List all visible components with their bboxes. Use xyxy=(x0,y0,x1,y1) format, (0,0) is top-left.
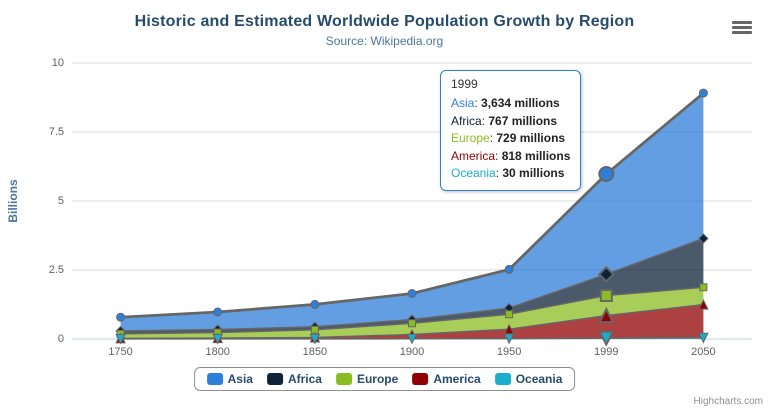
asia-point-1950[interactable] xyxy=(504,264,514,274)
asia-point-2050[interactable] xyxy=(698,88,708,98)
legend: Asia Africa Europe America Oceania xyxy=(193,367,576,391)
oceania-point-2050[interactable] xyxy=(698,332,709,344)
x-axis-label: 2050 xyxy=(691,346,716,358)
europe-point-1850[interactable] xyxy=(310,325,319,334)
shared-tooltip: 1999 Asia: 3,634 millions Africa: 767 mil… xyxy=(440,70,582,191)
tooltip-row-europe: Europe: 729 millions xyxy=(451,131,566,145)
y-axis-label: 7.5 xyxy=(48,126,64,138)
x-axis-label: 1850 xyxy=(302,346,328,358)
legend-item-asia[interactable]: Asia xyxy=(206,372,253,386)
x-axis-label: 1950 xyxy=(496,346,522,358)
legend-item-america[interactable]: America xyxy=(412,372,481,386)
legend-swatch-icon xyxy=(266,373,283,385)
y-axis-label: 0 xyxy=(57,333,64,345)
area-band-africa[interactable] xyxy=(120,238,704,334)
europe-point-1999[interactable] xyxy=(599,289,613,302)
legend-item-oceania[interactable]: Oceania xyxy=(494,372,563,386)
series-markers-oceania[interactable] xyxy=(115,330,709,347)
legend-item-africa[interactable]: Africa xyxy=(266,372,322,386)
hamburger-icon xyxy=(732,30,752,34)
legend-label: Asia xyxy=(227,372,253,386)
chart-subtitle: Source: Wikipedia.org xyxy=(325,34,444,48)
asia-point-1750[interactable] xyxy=(116,312,126,322)
x-axis-label: 1999 xyxy=(594,346,619,358)
area-band-asia[interactable] xyxy=(120,93,704,331)
legend-swatch-icon xyxy=(335,373,352,385)
asia-point-1900[interactable] xyxy=(407,289,417,298)
legend-label: Africa xyxy=(287,372,322,386)
oceania-point-1900[interactable] xyxy=(406,333,418,345)
tooltip-row-africa: Africa: 767 millions xyxy=(451,113,558,128)
america-point-1999[interactable] xyxy=(598,306,615,324)
europe-point-1950[interactable] xyxy=(505,310,514,319)
europe-point-2050[interactable] xyxy=(699,283,708,292)
x-axis-label: 1800 xyxy=(205,346,230,358)
series-markers-asia[interactable] xyxy=(116,88,708,322)
hamburger-icon xyxy=(732,20,752,24)
tooltip-row-america: America: 818 millions xyxy=(451,148,571,163)
legend-label: America xyxy=(433,372,481,386)
africa-point-2050[interactable] xyxy=(698,233,709,244)
y-axis-label: 2.5 xyxy=(48,264,64,276)
legend-label: Europe xyxy=(356,372,399,386)
legend-swatch-icon xyxy=(206,373,223,385)
area-band-america[interactable] xyxy=(120,304,704,339)
oceania-point-1850[interactable] xyxy=(309,333,321,345)
oceania-point-1950[interactable] xyxy=(503,333,515,345)
oceania-point-1800[interactable] xyxy=(212,333,224,345)
asia-point-1800[interactable] xyxy=(213,307,223,317)
africa-point-1999[interactable] xyxy=(597,265,615,283)
legend-item-europe[interactable]: Europe xyxy=(335,372,399,386)
y-axis-label: 10 xyxy=(51,57,64,69)
tooltip-row-asia: Asia: 3,634 millions xyxy=(451,96,560,110)
oceania-point-1999[interactable] xyxy=(598,330,615,347)
legend-swatch-icon xyxy=(412,373,429,385)
legend-swatch-icon xyxy=(494,373,511,385)
tooltip-year: 1999 xyxy=(451,77,478,91)
oceania-point-1750[interactable] xyxy=(115,333,126,345)
x-axis-label: 1750 xyxy=(108,346,133,358)
credits-link[interactable]: Highcharts.com xyxy=(693,396,763,407)
america-point-2050[interactable] xyxy=(698,298,709,310)
europe-point-1900[interactable] xyxy=(408,319,416,328)
x-axis-label: 1900 xyxy=(399,346,425,358)
tooltip-row-oceania: Oceania: 30 millions xyxy=(451,166,565,180)
context-menu-button[interactable] xyxy=(729,18,755,38)
hamburger-icon xyxy=(732,25,752,29)
asia-point-1999[interactable] xyxy=(598,166,615,182)
y-axis-label: 5 xyxy=(57,195,64,207)
chart-title: Historic and Estimated Worldwide Populat… xyxy=(134,13,635,30)
legend-label: Oceania xyxy=(515,372,563,386)
asia-point-1850[interactable] xyxy=(310,299,320,309)
